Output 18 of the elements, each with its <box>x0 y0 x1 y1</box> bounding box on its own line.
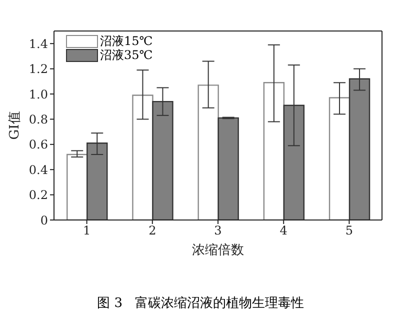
y-tick-label: 0.2 <box>28 188 48 202</box>
y-tick-label: 1.2 <box>28 62 48 76</box>
x-tick-label: 5 <box>345 224 354 238</box>
y-tick-label: 1.0 <box>28 87 48 102</box>
y-tick-label: 0.6 <box>28 138 48 152</box>
y-tick-label: 0.4 <box>28 162 48 177</box>
y-axis-title: GI值 <box>8 111 23 140</box>
x-axis-title: 浓缩倍数 <box>192 243 244 258</box>
y-tick-label: 1.4 <box>28 36 48 51</box>
y-tick-label: 0 <box>40 213 48 228</box>
legend-label: 沼液15℃ <box>100 34 153 48</box>
x-tick-label: 4 <box>280 224 288 238</box>
x-tick-label: 2 <box>148 224 156 238</box>
caption: 图 3 富碳浓缩沼液的植物生理毒性 <box>96 295 305 312</box>
x-tick-label: 1 <box>82 224 91 238</box>
legend-label: 沼液35℃ <box>100 48 153 62</box>
y-tick-label: 0.8 <box>28 112 48 126</box>
x-tick-label: 3 <box>214 224 222 238</box>
